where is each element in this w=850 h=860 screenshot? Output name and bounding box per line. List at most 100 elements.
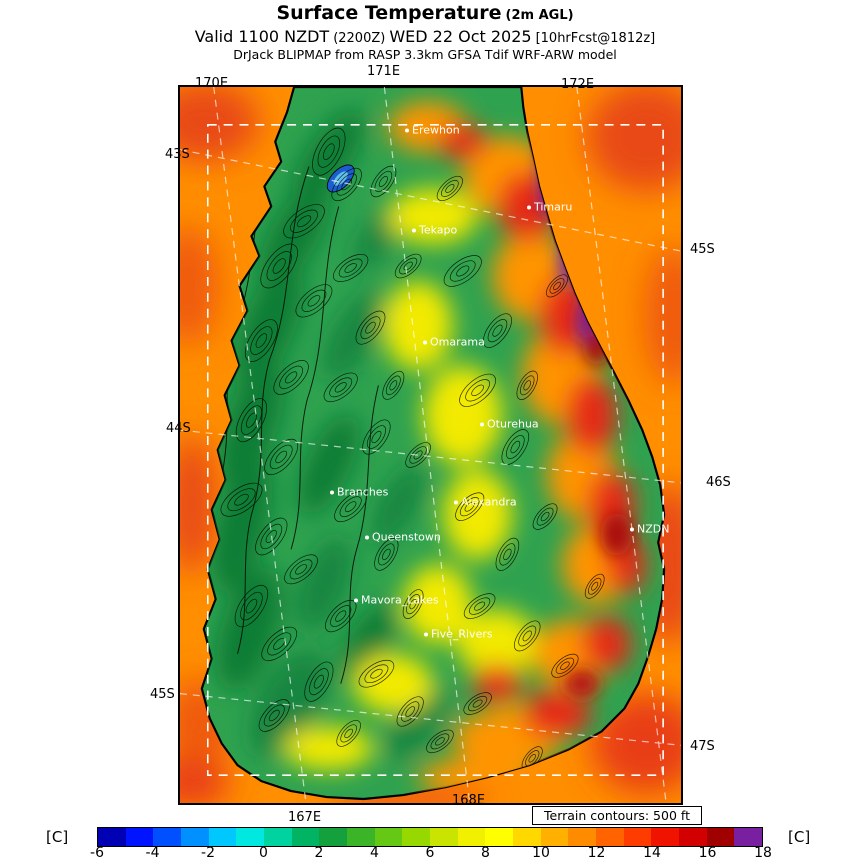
city-dot xyxy=(454,500,458,504)
city-dot xyxy=(365,535,369,539)
colorbar-segment xyxy=(125,828,154,846)
city-marker-oturehua: Oturehua xyxy=(480,418,539,431)
colorbar-tick-label: 18 xyxy=(754,845,772,860)
lat-label-45s-left: 45S xyxy=(150,687,175,702)
colorbar-tick-label: 4 xyxy=(370,845,379,860)
colorbar-tick-label: 8 xyxy=(481,845,490,860)
colorbar-segment xyxy=(623,828,652,846)
colorbar-segment xyxy=(457,828,486,846)
colorbar-tick-label: 14 xyxy=(643,845,661,860)
city-marker-nzdn: NZDN xyxy=(630,523,669,536)
header: Surface Temperature (2m AGL) Valid 1100 N… xyxy=(0,2,850,63)
city-label: Oturehua xyxy=(487,417,539,431)
city-dot xyxy=(412,228,416,232)
city-dot xyxy=(423,340,427,344)
city-label: Timaru xyxy=(534,200,573,214)
colorbar-segment xyxy=(596,828,624,846)
city-label: Mavora_Lakes xyxy=(361,593,439,607)
colorbar-segment xyxy=(181,828,209,846)
colorbar-segment xyxy=(236,828,265,846)
domain-boundary-box xyxy=(206,123,664,776)
title-line: Surface Temperature (2m AGL) xyxy=(0,2,850,26)
colorbar-segment xyxy=(706,828,735,846)
colorbar-tick-label: -2 xyxy=(201,845,215,860)
colorbar-tick-label: 10 xyxy=(532,845,550,860)
colorbar-segment xyxy=(540,828,569,846)
city-label: Branches xyxy=(337,485,389,499)
city-dot xyxy=(527,205,531,209)
lon-label-168e: 168E xyxy=(452,793,486,808)
city-label: NZDN xyxy=(637,522,670,536)
colorbar-segment xyxy=(430,828,458,846)
colorbar-segment xyxy=(485,828,514,846)
city-dot xyxy=(354,598,358,602)
colorbar-tick-label: 6 xyxy=(425,845,435,860)
colorbar-tick-label: 0 xyxy=(259,845,268,860)
city-label: Omarama xyxy=(430,335,485,349)
colorbar-segment xyxy=(264,828,292,846)
city-marker-alexandra: Alexandra xyxy=(454,496,517,509)
colorbar-segment xyxy=(568,828,597,846)
temperature-colorbar xyxy=(97,827,763,847)
valid-time: Valid 1100 NZDT xyxy=(194,26,330,46)
city-dot xyxy=(330,490,334,494)
colorbar-ticks: -6 -4 -2 0 2 4 6 8 10 12 14 16 18 xyxy=(90,845,772,860)
city-marker-omarama: Omarama xyxy=(423,336,485,349)
city-marker-erewhon: Erewhon xyxy=(405,124,460,137)
model-line: DrJack BLIPMAP from RASP 3.3km GFSA Tdif… xyxy=(233,47,617,62)
colorbar-segment xyxy=(98,828,126,846)
colorbar-segment xyxy=(679,828,707,846)
lon-label-172e: 172E xyxy=(561,77,595,92)
lon-label-167e: 167E xyxy=(288,810,322,825)
valid-date: WED 22 Oct 2025 xyxy=(389,26,532,46)
colorbar-unit-left: [C] xyxy=(46,828,69,846)
city-marker-mavora-lakes: Mavora_Lakes xyxy=(354,594,439,607)
valid-line: Valid 1100 NZDT (2200Z) WED 22 Oct 2025 [10… xyxy=(0,27,850,47)
colorbar-unit-right: [C] xyxy=(788,828,811,846)
colorbar-segment xyxy=(319,828,348,846)
city-marker-queenstown: Queenstown xyxy=(365,531,441,544)
city-label: Tekapo xyxy=(419,223,458,237)
city-label: Erewhon xyxy=(412,123,460,137)
page-title: Surface Temperature xyxy=(276,2,502,24)
colorbar-segment xyxy=(153,828,182,846)
colorbar-segment xyxy=(651,828,680,846)
colorbar-segment xyxy=(208,828,237,846)
lon-label-171e: 171E xyxy=(367,64,401,79)
valid-zulu: (2200Z) xyxy=(333,30,386,46)
colorbar-tick-label: -6 xyxy=(90,845,104,860)
lat-label-47s: 47S xyxy=(690,739,715,754)
graticule-lines xyxy=(180,87,681,803)
lat-label-45s-right: 45S xyxy=(690,242,715,257)
colorbar-tick-label: 16 xyxy=(698,845,717,860)
lon-label-170e: 170E xyxy=(195,76,229,91)
land-temperature-layer xyxy=(210,97,647,799)
city-dot xyxy=(424,632,428,636)
city-marker-timaru: Timaru xyxy=(527,201,572,214)
colorbar-segment xyxy=(347,828,375,846)
colorbar-tick-label: 12 xyxy=(587,845,606,860)
city-marker-tekapo: Tekapo xyxy=(412,224,457,237)
colorbar-segment xyxy=(374,828,403,846)
terrain-contours-note: Terrain contours: 500 ft xyxy=(532,806,702,825)
temperature-map-svg xyxy=(180,87,681,803)
map-frame: Erewhon Timaru Tekapo Omarama Oturehua B… xyxy=(178,85,683,805)
colorbar-segment xyxy=(291,828,320,846)
colorbar-tick-label: -4 xyxy=(145,845,160,860)
title-note: (2m AGL) xyxy=(505,8,574,23)
city-label: Alexandra xyxy=(461,495,517,509)
lat-label-46s: 46S xyxy=(706,475,731,490)
colorbar-segment xyxy=(513,828,541,846)
forecast-info: [10hrFcst@1812z] xyxy=(535,30,656,46)
lat-label-43s: 43S xyxy=(165,147,190,162)
colorbar-segment xyxy=(402,828,431,846)
colorbar-segment xyxy=(734,828,763,846)
lat-label-44s: 44S xyxy=(166,421,191,436)
city-marker-five-rivers: Five_Rivers xyxy=(424,628,493,641)
city-dot xyxy=(630,527,634,531)
city-label: Queenstown xyxy=(372,530,441,544)
colorbar-tick-label: 2 xyxy=(314,845,324,860)
city-label: Five_Rivers xyxy=(431,627,493,641)
city-dot xyxy=(480,422,484,426)
